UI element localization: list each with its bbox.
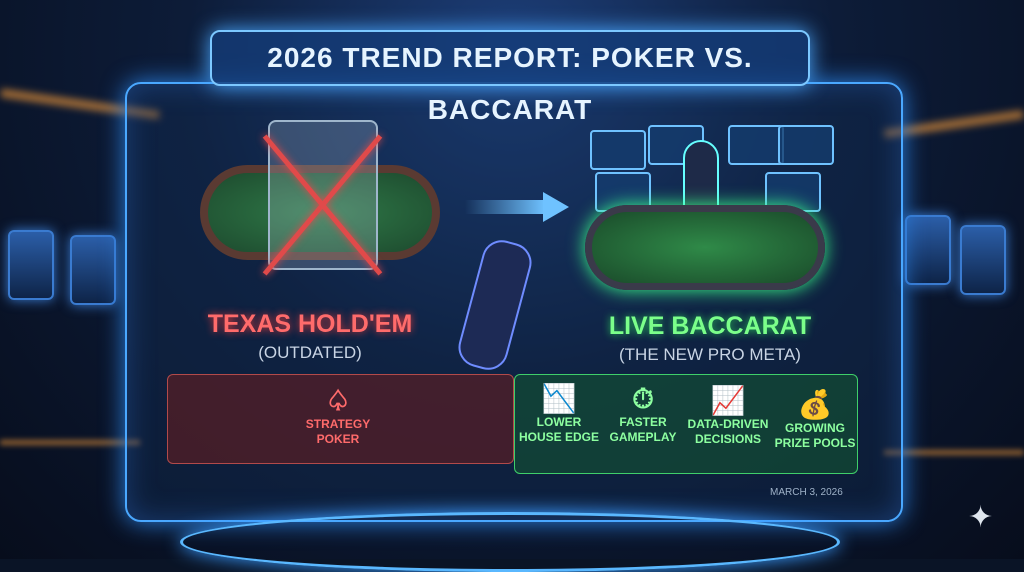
right-heading: LIVE BACCARAT (608, 312, 812, 340)
neon-light (884, 450, 1024, 455)
data-screen (778, 125, 834, 165)
report-title: 2026 TREND REPORT: POKER VS. BACCARAT (210, 30, 810, 125)
new-features-box: 📉 LOWER HOUSE EDGE ⏱ FASTER GAMEPLAY 📈 D… (514, 374, 858, 474)
feature-data-driven-decisions: 📈 DATA-DRIVEN DECISIONS (681, 385, 775, 447)
slot-machine (905, 215, 951, 285)
slot-machine (70, 235, 116, 305)
feature-strategy-poker: ♤ STRATEGY POKER (288, 385, 388, 447)
poker-table (200, 165, 440, 260)
chart-up-icon: 📈 (710, 385, 746, 416)
hologram-base (180, 512, 840, 572)
left-heading: TEXAS HOLD'EM (207, 310, 413, 338)
slot-machine (960, 225, 1006, 295)
dealer (683, 140, 719, 215)
outdated-features-box: ♤ STRATEGY POKER (167, 374, 514, 464)
spade-icon: ♤ (325, 385, 351, 416)
neon-light (0, 440, 140, 445)
stopwatch-icon: ⏱ (632, 383, 654, 414)
arrow-right-icon (465, 200, 545, 214)
arrow-head-icon (543, 192, 569, 222)
chart-down-icon: 📉 (541, 383, 577, 414)
report-date: MARCH 3, 2026 (770, 487, 843, 498)
feature-growing-prize-pools: 💰 GROWING PRIZE POOLS (774, 389, 856, 450)
feature-lower-house-edge: 📉 LOWER HOUSE EDGE (518, 383, 599, 444)
data-screen (590, 130, 646, 170)
slot-machine (8, 230, 54, 300)
sparkle-icon: ✦ (968, 501, 994, 534)
left-subheading: (OUTDATED) (258, 343, 362, 362)
money-hand-icon: 💰 (797, 389, 833, 420)
right-subheading: (THE NEW PRO META) (619, 345, 801, 364)
data-screen (728, 125, 784, 165)
baccarat-table (585, 205, 825, 290)
feature-faster-gameplay: ⏱ FASTER GAMEPLAY (601, 383, 685, 445)
